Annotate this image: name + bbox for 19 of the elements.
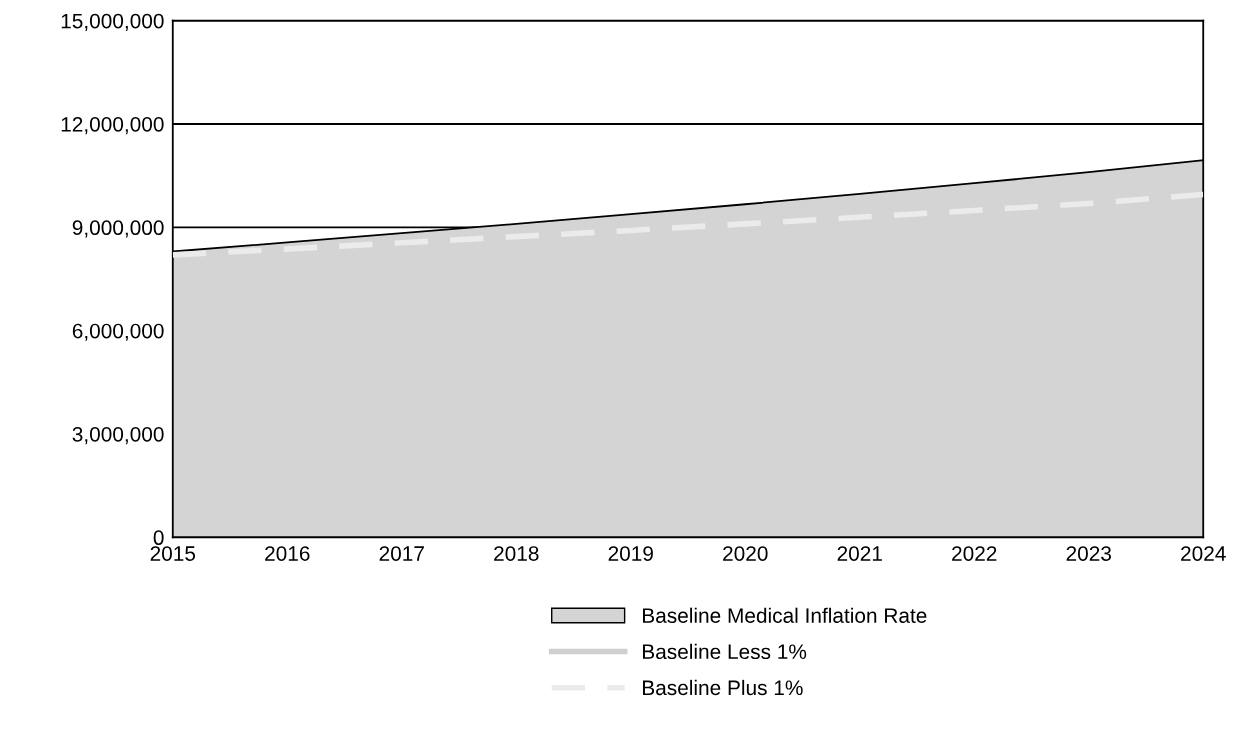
legend-label: Baseline Less 1%	[643, 643, 807, 660]
y-tick-label: 9,000,000	[72, 220, 164, 238]
x-tick-label: 2018	[494, 546, 539, 561]
x-tick-label: 2020	[723, 546, 768, 561]
x-tick-label: 2017	[379, 546, 424, 561]
x-tick-label: 2022	[952, 546, 997, 561]
x-tick-label: 2015	[150, 546, 196, 561]
x-tick-label: 2023	[1066, 546, 1111, 561]
y-tick-label: 6,000,000	[72, 323, 164, 341]
x-tick-label: 2019	[608, 546, 653, 561]
y-tick-label: 12,000,000	[61, 116, 164, 135]
legend-label: Baseline Plus 1%	[643, 679, 803, 696]
x-tick-label: 2024	[1181, 546, 1226, 561]
y-tick-label: 0	[153, 530, 164, 546]
y-tick-label: 3,000,000	[72, 426, 164, 445]
x-tick-label: 2016	[265, 546, 310, 561]
legend-label: Baseline Medical Inflation Rate	[643, 607, 927, 623]
y-tick-label: 15,000,000	[61, 13, 164, 31]
x-tick-label: 2021	[837, 546, 882, 561]
